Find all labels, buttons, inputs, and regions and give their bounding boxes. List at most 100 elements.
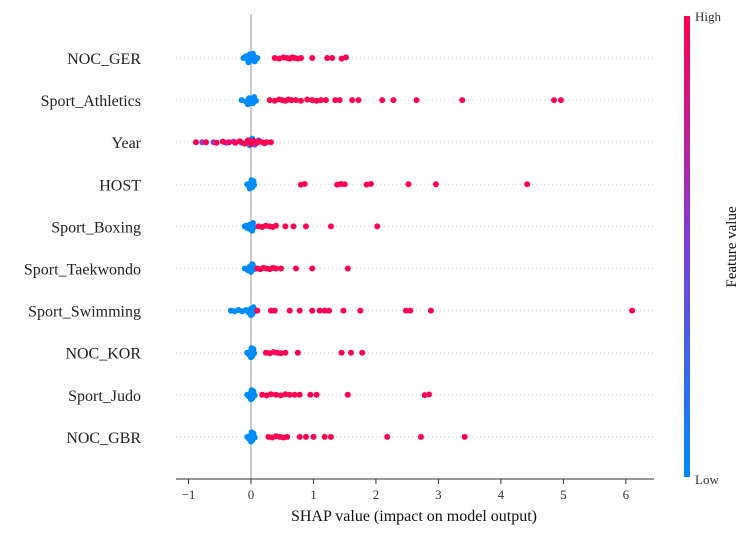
shap-point: [427, 307, 434, 314]
shap-point: [246, 185, 253, 192]
shap-point: [332, 97, 339, 104]
shap-point: [272, 391, 279, 398]
shap-point: [310, 433, 317, 440]
shap-point: [248, 429, 255, 436]
shap-point: [313, 391, 320, 398]
shap-point: [340, 307, 347, 314]
feature-label: Sport_Judo: [68, 388, 141, 405]
shap-point: [301, 180, 308, 187]
shap-point: [271, 55, 278, 61]
colorbar-gradient: [684, 16, 690, 477]
shap-point: [359, 349, 366, 356]
shap-point: [277, 350, 284, 357]
shap-point: [249, 50, 256, 57]
shap-point: [249, 227, 256, 234]
shap-point: [349, 97, 356, 104]
shap-point: [379, 97, 386, 104]
shap-point: [326, 307, 333, 314]
shap-point: [327, 223, 334, 230]
x-tick-label: 0: [248, 487, 255, 502]
shap-point: [267, 139, 274, 146]
shap-point: [402, 307, 409, 314]
shap-point: [432, 181, 439, 188]
shap-point: [251, 58, 258, 65]
x-tick-label: 4: [498, 487, 505, 502]
shap-point: [267, 391, 274, 398]
shap-point: [252, 97, 259, 104]
colorbar-low-label: Low: [695, 472, 719, 487]
shap-point: [254, 307, 261, 314]
shap-point: [347, 349, 354, 356]
shap-point: [286, 391, 293, 398]
shap-point: [247, 312, 254, 319]
shap-point: [248, 177, 255, 184]
shap-point: [327, 433, 334, 440]
shap-point: [202, 139, 209, 146]
shap-point: [322, 97, 329, 104]
shap-point: [629, 307, 636, 314]
feature-label: HOST: [99, 177, 141, 194]
shap-point: [297, 55, 304, 61]
shap-point: [291, 391, 298, 398]
feature-labels: NOC_GER Sport_Athletics Year HOST Sport_Boxi…: [24, 51, 142, 447]
feature-label: Sport_Boxing: [51, 219, 141, 236]
shap-point: [272, 222, 279, 229]
x-tick-label: 5: [560, 487, 567, 502]
shap-point: [248, 345, 255, 352]
shap-point: [417, 433, 424, 440]
feature-label: NOC_KOR: [65, 346, 141, 363]
shap-point: [316, 307, 323, 314]
shap-point: [302, 433, 309, 440]
x-tick-label: 3: [435, 487, 442, 502]
shap-point: [292, 265, 299, 272]
feature-label: Sport_Athletics: [41, 93, 141, 110]
x-tick-label: 6: [623, 487, 630, 502]
shap-point: [247, 354, 254, 361]
shap-point: [294, 349, 301, 356]
shap-point: [355, 97, 362, 104]
shap-point: [292, 97, 299, 104]
shap-point: [226, 139, 233, 146]
shap-point: [426, 391, 433, 398]
shap-point: [263, 139, 270, 146]
shap-point: [367, 180, 374, 187]
shap-point: [242, 222, 249, 229]
shap-point: [321, 307, 328, 314]
shap-point: [251, 434, 258, 441]
shap-point: [384, 433, 391, 440]
shap-point: [461, 433, 468, 440]
shap-point: [286, 307, 293, 314]
row-guides: [176, 57, 654, 438]
shap-point: [251, 181, 258, 188]
shap-point: [302, 223, 309, 230]
x-axis-title: SHAP value (impact on model output): [291, 508, 537, 525]
shap-point: [405, 181, 412, 188]
shap-point: [236, 138, 243, 145]
shap-point: [282, 223, 289, 230]
feature-label: NOC_GBR: [66, 430, 141, 447]
shap-point: [271, 307, 278, 314]
shap-point: [413, 97, 420, 104]
shap-point: [296, 307, 303, 314]
shap-point: [321, 433, 328, 440]
shap-point: [304, 96, 311, 103]
shap-point: [309, 265, 316, 272]
shap-point: [284, 433, 291, 440]
shap-point: [390, 97, 397, 104]
shap-point: [213, 139, 220, 146]
shap-point: [338, 349, 345, 356]
shap-point: [557, 97, 564, 104]
shap-point: [244, 101, 251, 108]
shap-point: [249, 261, 256, 268]
feature-label: Sport_Swimming: [28, 304, 141, 321]
shap-point: [309, 55, 316, 61]
shap-point: [266, 97, 273, 104]
shap-point: [524, 181, 531, 188]
shap-point: [247, 438, 254, 445]
shap-point: [317, 97, 324, 104]
feature-label: Sport_Taekwondo: [24, 262, 141, 279]
shap-point: [247, 396, 254, 403]
shap-point: [342, 54, 349, 61]
